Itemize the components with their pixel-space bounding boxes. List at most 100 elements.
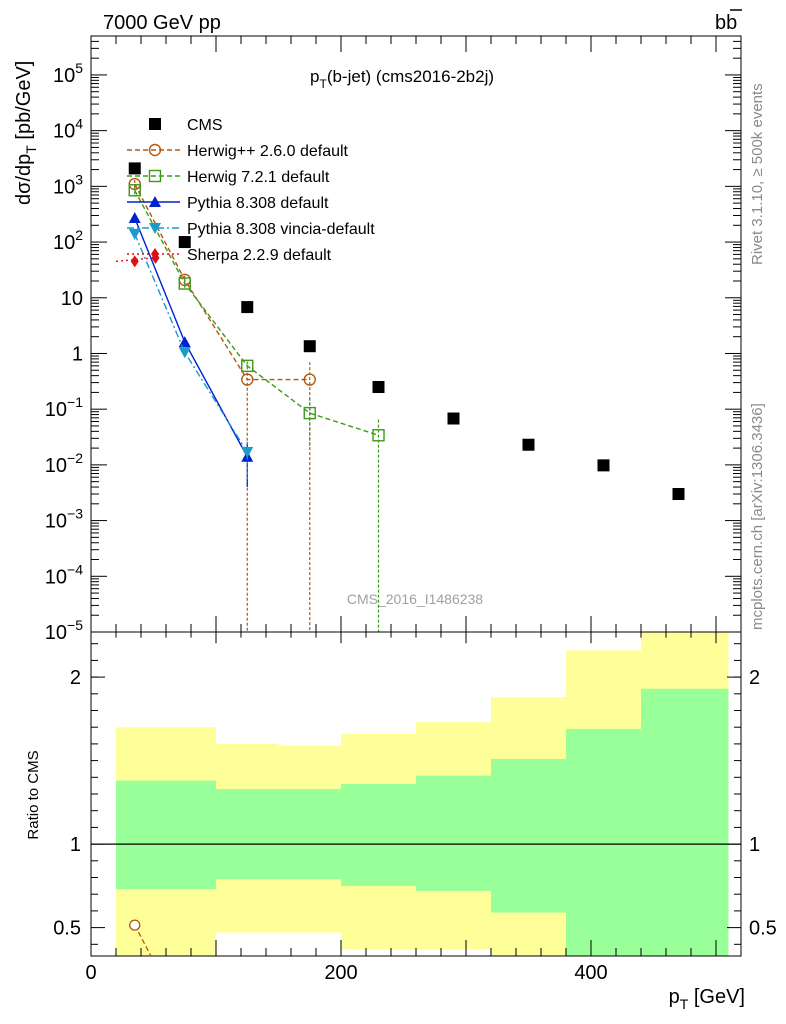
analysis-watermark: CMS_2016_I1486238	[347, 591, 483, 607]
ratio-band-inner-3	[341, 783, 416, 886]
main-ytick-label: 10−4	[45, 561, 83, 588]
ratio-band-inner-1	[216, 788, 279, 880]
series-line-sherpa-2-2-9-default	[115, 257, 154, 263]
series-line-pythia-8-308-vincia-default	[134, 233, 248, 453]
point-herwig-7-2-1-default	[241, 359, 254, 373]
point-cms	[178, 236, 191, 249]
process-b: b	[715, 12, 726, 34]
main-frame	[90, 35, 742, 633]
x-axis-label: pT [GeV]	[669, 986, 745, 1012]
point-cms	[372, 381, 385, 394]
plot-title-p: p	[310, 67, 319, 86]
main-y-axis-label: dσ/dpT [pb/GeV]	[13, 61, 39, 205]
main-ytick-exponent: −3	[67, 506, 83, 522]
ratio-band-inner-5	[491, 758, 566, 913]
main-ytick-mantissa: 10	[53, 232, 75, 254]
ratio-ytick-label-left: 1	[70, 834, 81, 856]
point-pythia-8-308-default	[128, 212, 141, 224]
x-tick-label: 200	[324, 962, 357, 984]
main-ytick-label: 10−3	[45, 506, 83, 533]
ratio-band-inner-0	[116, 780, 216, 890]
main-ytick-mantissa: 10	[45, 399, 67, 421]
plot-title-rest: (b-jet) (cms2016-2b2j)	[327, 67, 494, 86]
main-y-axis-label-a: dσ/dp	[13, 154, 35, 205]
main-ytick-exponent: 4	[75, 116, 83, 132]
svg-text:bb: bb	[715, 12, 737, 34]
main-ytick-mantissa: 10	[45, 566, 67, 588]
main-ytick-label: 104	[53, 116, 83, 143]
point-herwig-7-2-1-default	[178, 277, 191, 290]
process-bbar: b	[726, 12, 737, 34]
legend: CMS Herwig++ 2.6.0 default Herwig 7.2.1 de…	[127, 117, 375, 264]
point-cms	[128, 162, 141, 175]
ratio-band-inner-4	[416, 775, 491, 891]
main-ytick-label: 10−5	[45, 617, 83, 644]
point-pythia-8-308-vincia-default	[128, 228, 141, 240]
x-axis-label-rest: [GeV]	[688, 986, 745, 1008]
ratio-ytick-label-right: 0.5	[749, 918, 777, 940]
header-process-label: bb	[715, 9, 742, 34]
header-energy-label: 7000 GeV pp	[103, 12, 221, 34]
ratio-herwigpp-marker	[129, 919, 141, 931]
ratio-ytick-label-right: 2	[749, 667, 760, 689]
legend-label-sherpa-2-2-9-default: Sherpa 2.2.9 default	[187, 247, 332, 264]
main-ytick-mantissa: 10	[53, 65, 75, 87]
legend-label-herwig-2-6-0-default: Herwig++ 2.6.0 default	[187, 143, 349, 160]
ratio-uncertainty-bands	[116, 632, 729, 956]
point-pythia-8-308-vincia-default	[178, 347, 191, 359]
legend-marker-sherpa-2-2-9-default	[151, 248, 159, 260]
main-ytick-label: 10−2	[45, 450, 83, 477]
point-cms	[672, 488, 685, 501]
point-herwig-2-6-0-default	[128, 177, 141, 191]
ratio-band-inner-2	[278, 788, 341, 880]
x-tick-label: 0	[85, 962, 96, 984]
legend-label-cms: CMS	[187, 117, 223, 134]
ratio-herwigpp-line	[134, 924, 152, 957]
main-ytick-mantissa: 10	[45, 511, 67, 533]
ratio-ytick-label-right: 1	[749, 834, 760, 856]
main-ytick-mantissa: 10	[45, 622, 67, 644]
main-ytick-mantissa: 10	[45, 455, 67, 477]
point-cms	[447, 412, 460, 425]
series-line-herwig-2-6-0-default	[134, 183, 310, 381]
main-ytick-exponent: −1	[67, 394, 83, 410]
point-herwig-2-6-0-default	[303, 373, 316, 386]
point-herwig-7-2-1-default	[128, 184, 141, 197]
mcplots-reference-text: mcplots.cern.ch [arXiv:1306.3436]	[749, 403, 766, 630]
point-cms	[303, 340, 316, 353]
main-ytick-label: 103	[53, 171, 83, 198]
point-herwig-7-2-1-default	[372, 429, 385, 442]
main-ytick-exponent: −4	[67, 561, 83, 577]
series-line-herwig-7-2-1-default	[134, 189, 379, 436]
ratio-band-inner-6	[566, 728, 641, 956]
main-ytick-mantissa: 1	[72, 343, 83, 365]
main-y-axis-label-b: [pb/GeV]	[13, 61, 35, 146]
main-ytick-exponent: 5	[75, 60, 83, 76]
legend-marker-herwig-2-6-0-default	[148, 143, 162, 157]
main-ytick-label: 10	[61, 288, 83, 310]
legend-label-pythia-8-308-default: Pythia 8.308 default	[187, 195, 329, 212]
main-ytick-mantissa: 10	[61, 288, 83, 310]
ratio-ytick-label-left: 2	[70, 667, 81, 689]
legend-label-herwig-7-2-1-default: Herwig 7.2.1 default	[187, 169, 330, 186]
legend-marker-pythia-8-308-vincia-default	[149, 223, 161, 234]
x-tick-label: 400	[574, 962, 607, 984]
point-cms	[241, 301, 254, 314]
point-cms	[522, 438, 535, 451]
legend-marker-pythia-8-308-default	[149, 196, 161, 207]
main-ytick-mantissa: 10	[53, 176, 75, 198]
main-ytick-mantissa: 10	[53, 121, 75, 143]
ratio-axes: 0.5 0.5 1 1 2 2 0 200 400	[53, 36, 777, 984]
main-ytick-label: 102	[53, 227, 83, 254]
main-ytick-label: 1	[72, 343, 83, 365]
ratio-y-axis-label: Ratio to CMS	[25, 750, 42, 839]
plot-title: pT(b-jet) (cms2016-2b2j)	[310, 67, 494, 91]
rivet-version-text: Rivet 3.1.10, ≥ 500k events	[749, 83, 766, 265]
main-y-axis-label-sub: T	[23, 145, 39, 154]
ratio-ytick-label-left: 0.5	[53, 918, 81, 940]
point-sherpa-2-2-9-default	[130, 255, 139, 268]
x-axis-label-p: p	[669, 986, 680, 1008]
main-ytick-exponent: 3	[75, 171, 83, 187]
main-ytick-exponent: −5	[67, 617, 83, 633]
